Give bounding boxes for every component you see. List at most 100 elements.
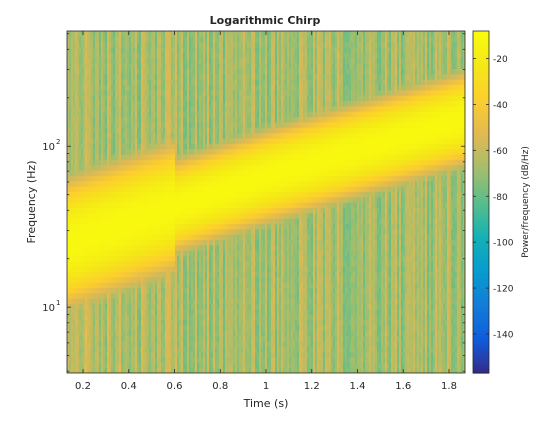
heatmap-cell: [127, 212, 130, 219]
heatmap-cell: [87, 351, 90, 358]
heatmap-cell: [87, 239, 90, 246]
heatmap-cell: [149, 324, 152, 331]
heatmap-cell: [117, 185, 120, 192]
heatmap-cell: [97, 84, 100, 91]
heatmap-cell: [137, 111, 140, 118]
heatmap-cell: [73, 223, 76, 230]
heatmap-cell: [87, 340, 90, 347]
heatmap-cell: [85, 127, 88, 134]
heatmap-cell: [147, 362, 150, 369]
heatmap-cell: [69, 234, 72, 240]
heatmap-cell: [111, 340, 114, 347]
heatmap-cell: [85, 324, 88, 331]
heatmap-cell: [125, 159, 128, 166]
heatmap-cell: [113, 319, 116, 326]
heatmap-cell: [83, 79, 86, 86]
heatmap-cell: [91, 292, 94, 299]
heatmap-cell: [71, 356, 74, 363]
heatmap-cell: [81, 164, 84, 171]
heatmap-cell: [99, 105, 102, 112]
heatmap-cell: [115, 234, 118, 240]
heatmap-cell: [139, 191, 142, 198]
heatmap-cell: [77, 52, 80, 59]
heatmap-cell: [95, 127, 98, 134]
heatmap-cell: [139, 308, 142, 315]
heatmap-cell: [111, 137, 114, 144]
heatmap-cell: [119, 116, 122, 123]
heatmap-cell: [83, 89, 86, 96]
heatmap-cell: [91, 41, 94, 48]
heatmap-cell: [139, 282, 142, 289]
heatmap-cell: [99, 308, 102, 315]
heatmap-cell: [109, 100, 112, 107]
heatmap-cell: [111, 111, 114, 118]
heatmap-cell: [125, 308, 128, 315]
heatmap-cell: [79, 292, 82, 299]
heatmap-cell: [81, 356, 84, 363]
heatmap-cell: [87, 287, 90, 294]
heatmap-cell: [115, 287, 118, 294]
heatmap-cell: [101, 95, 104, 102]
heatmap-cell: [101, 239, 104, 246]
heatmap-cell: [109, 335, 112, 342]
heatmap-cell: [141, 180, 144, 187]
heatmap-cell: [129, 255, 132, 262]
heatmap-cell: [119, 100, 122, 107]
heatmap-cell: [145, 202, 148, 208]
heatmap-cell: [119, 292, 122, 299]
heatmap-cell: [85, 47, 88, 53]
heatmap-cell: [127, 57, 130, 64]
heatmap-cell: [107, 121, 110, 128]
heatmap-cell: [109, 31, 112, 37]
heatmap-cell: [113, 111, 116, 118]
heatmap-cell: [75, 137, 78, 144]
heatmap-cell: [109, 180, 112, 187]
heatmap-cell: [127, 89, 130, 96]
heatmap-cell: [81, 153, 84, 160]
heatmap-cell: [125, 132, 128, 139]
heatmap-cell: [143, 260, 146, 267]
heatmap-cell: [145, 159, 148, 166]
heatmap-cell: [99, 282, 102, 289]
heatmap-cell: [123, 143, 126, 150]
heatmap-cell: [131, 121, 134, 128]
heatmap-cell: [97, 31, 100, 37]
heatmap-cell: [149, 159, 152, 166]
heatmap-cell: [147, 153, 150, 160]
heatmap-cell: [73, 234, 76, 240]
heatmap-cell: [123, 36, 126, 43]
heatmap-cell: [121, 63, 124, 69]
heatmap-cell: [89, 175, 92, 182]
heatmap-cell: [139, 111, 142, 118]
heatmap-cell: [113, 314, 116, 321]
heatmap-cell: [131, 255, 134, 262]
heatmap-cell: [89, 298, 92, 305]
heatmap-cell: [121, 127, 124, 134]
heatmap-cell: [139, 137, 142, 144]
heatmap-cell: [141, 356, 144, 363]
heatmap-cell: [91, 330, 94, 337]
heatmap-cell: [145, 266, 148, 273]
heatmap-cell: [133, 228, 136, 235]
heatmap-cell: [67, 239, 70, 246]
heatmap-cell: [103, 271, 106, 278]
heatmap-cell: [87, 89, 90, 96]
heatmap-cell: [121, 244, 124, 251]
heatmap-cell: [89, 79, 92, 86]
heatmap-cell: [147, 180, 150, 187]
heatmap-cell: [67, 127, 70, 134]
heatmap-cell: [133, 255, 136, 262]
heatmap-cell: [73, 260, 76, 267]
heatmap-cell: [103, 335, 106, 342]
heatmap-cell: [117, 207, 120, 214]
heatmap-cell: [127, 287, 130, 294]
heatmap-cell: [145, 121, 148, 128]
heatmap-cell: [101, 234, 104, 240]
heatmap-cell: [111, 121, 114, 128]
heatmap-cell: [139, 169, 142, 176]
heatmap-cell: [129, 121, 132, 128]
heatmap-cell: [115, 335, 118, 342]
heatmap-cell: [89, 260, 92, 267]
heatmap-cell: [75, 79, 78, 86]
heatmap-cell: [147, 41, 150, 48]
